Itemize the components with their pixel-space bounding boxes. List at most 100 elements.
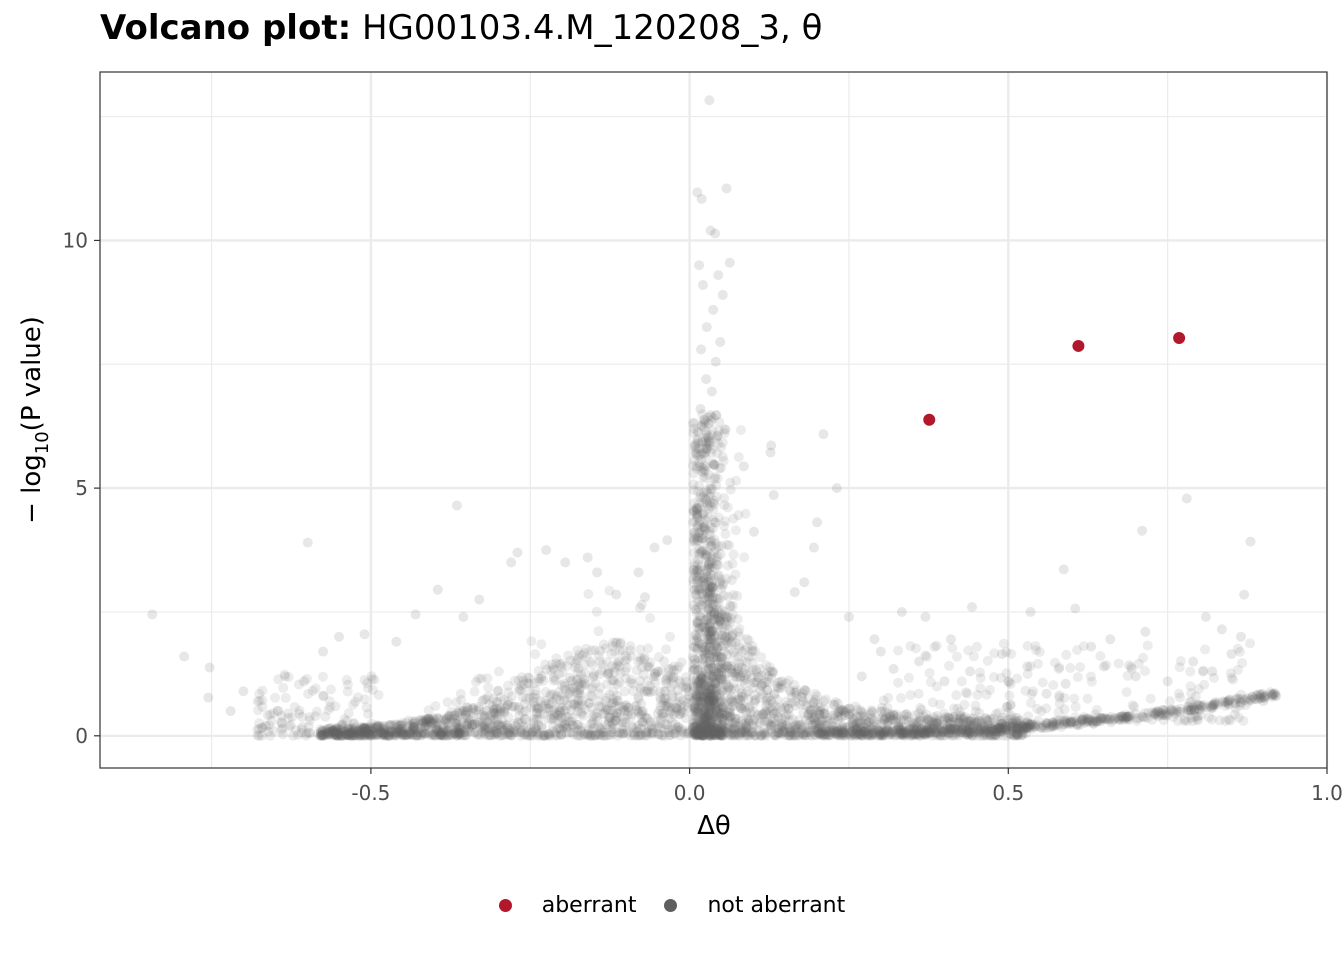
scatter-point-cloud (849, 728, 860, 739)
scatter-point-cloud (385, 726, 396, 737)
scatter-point-cloud (525, 730, 536, 741)
scatter-point-not-aberrant (541, 545, 552, 556)
scatter-point-aberrant (1173, 332, 1186, 345)
scatter-point-cloud (855, 705, 866, 716)
scatter-point-cloud (491, 703, 502, 714)
scatter-point-cloud (531, 724, 542, 735)
scatter-point-cloud (508, 701, 519, 712)
scatter-point-cloud (422, 715, 433, 726)
scatter-point-cloud (355, 726, 366, 737)
scatter-point-cloud (436, 728, 447, 739)
scatter-point-cloud (383, 730, 394, 741)
scatter-point-cloud (576, 726, 587, 737)
scatter-point-not-aberrant (1207, 666, 1218, 677)
scatter-point-cloud (462, 713, 473, 724)
scatter-point-cloud (393, 724, 404, 735)
scatter-point-cloud (1232, 664, 1243, 675)
scatter-point-cloud (315, 730, 326, 741)
scatter-point-cloud (1059, 692, 1070, 703)
scatter-point-cloud (548, 712, 559, 723)
scatter-point-cloud (681, 672, 692, 683)
scatter-point-cloud (913, 688, 924, 699)
scatter-point-not-aberrant (1200, 611, 1211, 622)
scatter-point-cloud (573, 695, 584, 706)
scatter-point-cloud (500, 720, 511, 731)
scatter-point-not-aberrant (359, 629, 370, 640)
scatter-point-cloud (506, 723, 517, 734)
scatter-point-cloud (355, 728, 366, 739)
scatter-point-cloud (451, 718, 462, 729)
scatter-point-cloud (663, 697, 674, 708)
scatter-point-cloud (407, 724, 418, 735)
scatter-point-cloud (405, 728, 416, 739)
legend-item-not-aberrant: not aberrant (664, 893, 845, 918)
scatter-point-cloud (421, 717, 432, 728)
scatter-point-cloud (311, 706, 322, 717)
scatter-point-cloud (469, 719, 480, 730)
scatter-point-cloud (1082, 693, 1093, 704)
scatter-point-cloud (383, 730, 394, 741)
scatter-point-cloud (435, 728, 446, 739)
scatter-point-cloud (569, 698, 580, 709)
scatter-point-cloud (392, 726, 403, 737)
scatter-point-cloud (433, 727, 444, 738)
scatter-point-cloud (663, 701, 674, 712)
scatter-point-cloud (383, 730, 394, 741)
scatter-point-not-aberrant (708, 304, 719, 315)
scatter-point-cloud (378, 730, 389, 741)
scatter-point-cloud (421, 715, 432, 726)
scatter-point-cloud (655, 694, 666, 705)
scatter-point-cloud (477, 721, 488, 732)
scatter-point-cloud (563, 688, 574, 699)
scatter-point-cloud (336, 730, 347, 741)
scatter-point-cloud (548, 672, 559, 683)
scatter-point-cloud (323, 726, 334, 737)
scatter-point-cloud (398, 729, 409, 740)
y-tick-label: 10 (63, 228, 88, 252)
scatter-point-cloud (505, 730, 516, 741)
scatter-point-cloud (673, 691, 684, 702)
scatter-point-cloud (342, 729, 353, 740)
scatter-point-cloud (626, 674, 637, 685)
scatter-point-cloud (648, 686, 659, 697)
scatter-point-cloud (832, 708, 843, 719)
scatter-point-cloud (766, 721, 777, 732)
scatter-point-cloud (1145, 693, 1156, 704)
scatter-point-cloud (1005, 700, 1016, 711)
scatter-point-cloud (345, 727, 356, 738)
scatter-point-cloud (507, 727, 518, 738)
scatter-point-cloud (1184, 697, 1195, 708)
scatter-point-cloud (489, 707, 500, 718)
scatter-point-cloud (285, 720, 296, 731)
scatter-point-cloud (677, 681, 688, 692)
scatter-point-cloud (433, 719, 444, 730)
scatter-point-not-aberrant (1130, 671, 1141, 682)
scatter-point-not-aberrant (1226, 649, 1237, 660)
scatter-point-cloud (1226, 672, 1237, 683)
scatter-point-cloud (556, 729, 567, 740)
scatter-point-cloud (708, 581, 719, 592)
scatter-point-cloud (363, 728, 374, 739)
scatter-point-cloud (346, 730, 357, 741)
scatter-point-cloud (627, 678, 638, 689)
scatter-point-cloud (469, 686, 480, 697)
scatter-point-not-aberrant (710, 356, 721, 367)
scatter-point-cloud (343, 726, 354, 737)
scatter-point-cloud (392, 719, 403, 730)
scatter-point-cloud (662, 724, 673, 735)
scatter-point-cloud (721, 638, 732, 649)
legend-item-aberrant: aberrant (498, 893, 636, 918)
scatter-point-cloud (597, 727, 608, 738)
scatter-point-cloud (452, 716, 463, 727)
scatter-point-not-aberrant (276, 718, 287, 729)
scatter-point-cloud (586, 728, 597, 739)
scatter-point-cloud (784, 715, 795, 726)
scatter-point-cloud (253, 705, 264, 716)
scatter-point-cloud (1078, 711, 1089, 722)
scatter-point-cloud (391, 727, 402, 738)
scatter-point-cloud (570, 699, 581, 710)
scatter-point-not-aberrant (1239, 589, 1250, 600)
scatter-point-cloud (423, 713, 434, 724)
scatter-point-not-aberrant (1098, 661, 1109, 672)
scatter-point-cloud (442, 717, 453, 728)
